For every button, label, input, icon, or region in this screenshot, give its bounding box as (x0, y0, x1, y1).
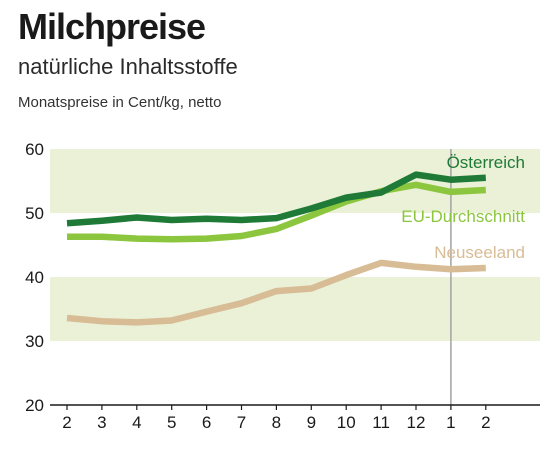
x-tick-label: 2 (62, 413, 71, 432)
series-lines (66, 171, 486, 326)
line-oesterreich (66, 171, 486, 227)
x-tick-label: 5 (167, 413, 176, 432)
x-tick-label: 12 (407, 413, 426, 432)
series-label-neuseeland: Neuseeland (434, 243, 525, 262)
x-tick-label: 9 (307, 413, 316, 432)
x-tick-label: 7 (237, 413, 246, 432)
x-tick-label: 2 (481, 413, 490, 432)
y-tick-label: 60 (25, 140, 44, 159)
x-tick-label: 3 (97, 413, 106, 432)
x-axis-ticks: 2 3 4 5 6 7 8 9 10 11 12 1 2 (62, 405, 491, 432)
x-tick-label: 6 (202, 413, 211, 432)
chart-title: Milchpreise (18, 6, 206, 47)
y-tick-label: 40 (25, 268, 44, 287)
x-tick-label: 10 (337, 413, 356, 432)
x-tick-label: 11 (372, 413, 390, 432)
unit-label: Monatspreise in Cent/kg, netto (18, 94, 222, 111)
y-tick-label: 50 (25, 204, 44, 223)
series-label-oesterreich: Österreich (447, 153, 525, 172)
x-tick-label: 1 (446, 413, 455, 432)
line-neuseeland (66, 259, 486, 326)
series-labels: Österreich EU-Durchschnitt Neuseeland (401, 153, 525, 262)
line-eu-durchschnitt (67, 181, 486, 243)
x-tick-label: 4 (132, 413, 141, 432)
chart-subtitle: natürliche Inhaltsstoffe (18, 54, 238, 79)
y-tick-label: 20 (25, 396, 44, 415)
y-axis-ticks: 20 30 40 50 60 (25, 140, 44, 415)
series-label-eu-durchschnitt: EU-Durchschnitt (401, 207, 525, 226)
y-tick-label: 30 (25, 332, 44, 351)
x-tick-label: 8 (272, 413, 281, 432)
